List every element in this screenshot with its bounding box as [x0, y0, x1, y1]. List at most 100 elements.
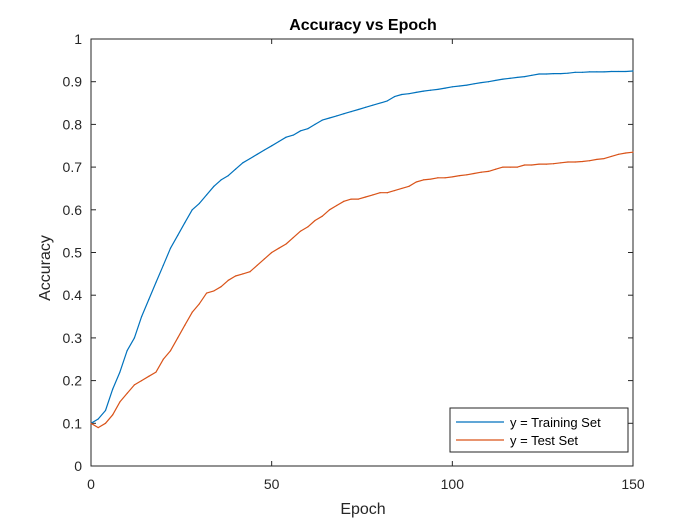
data-point: [177, 234, 179, 237]
data-point: [480, 81, 482, 84]
data-point: [213, 290, 215, 292]
data-point: [292, 134, 294, 136]
data-point: [415, 181, 417, 183]
data-point: [430, 89, 432, 91]
plot-area: 0 50 100 150 0 0.1 0.2 0.3 0.4 0.5 0.6 0.7 0.8 0.9 1: [63, 31, 645, 492]
data-point: [567, 161, 569, 163]
data-point: [198, 303, 200, 305]
data-point: [393, 189, 396, 192]
data-point: [581, 160, 584, 163]
data-point: [509, 166, 511, 168]
y-tick-label: 0.1: [63, 415, 83, 431]
data-point: [321, 119, 323, 121]
data-point: [126, 350, 128, 352]
data-point: [126, 392, 128, 395]
data-point: [379, 192, 381, 194]
data-point: [415, 91, 417, 93]
data-point: [357, 198, 359, 200]
data-point: [458, 85, 461, 87]
data-point: [509, 77, 511, 79]
data-point: [466, 84, 468, 86]
data-point: [372, 194, 374, 196]
data-point: [162, 358, 164, 360]
data-point: [379, 102, 381, 104]
data-point: [104, 422, 107, 424]
y-axis-label: Accuracy: [37, 235, 54, 301]
data-point: [206, 292, 208, 294]
data-point: [408, 93, 410, 95]
data-point: [133, 384, 135, 386]
data-point: [487, 170, 490, 172]
data-point: [386, 100, 388, 102]
data-point: [516, 166, 518, 168]
data-point: [234, 168, 237, 170]
data-point: [119, 371, 121, 373]
data-point: [458, 175, 461, 177]
data-point: [545, 73, 547, 75]
x-tick-label: 50: [264, 476, 280, 492]
data-point: [422, 90, 425, 92]
data-point: [336, 115, 338, 117]
data-point: [307, 226, 309, 228]
legend-box: [449, 407, 629, 453]
chart-title: Accuracy vs Epoch: [289, 17, 437, 34]
data-point: [632, 151, 634, 153]
data-point: [357, 108, 359, 111]
data-point: [155, 281, 157, 283]
data-point: [451, 176, 453, 178]
y-tick-label: 0.9: [63, 74, 83, 90]
data-point: [112, 414, 114, 416]
data-point: [177, 337, 179, 339]
data-point: [422, 179, 425, 181]
data-point: [220, 179, 222, 181]
series-line-2: [90, 151, 634, 429]
y-tick-label: 0.8: [63, 116, 83, 132]
data-point: [256, 153, 258, 155]
data-point: [516, 76, 518, 79]
data-point: [350, 198, 352, 200]
data-point: [480, 171, 482, 173]
data-point: [393, 96, 396, 98]
data-point: [155, 371, 157, 373]
data-point: [169, 247, 172, 249]
data-point: [249, 271, 251, 273]
data-point: [271, 251, 273, 254]
data-point: [249, 157, 251, 160]
data-point: [531, 74, 533, 76]
data-point: [502, 166, 504, 168]
data-point: [451, 86, 453, 88]
data-point: [119, 401, 121, 403]
data-point: [140, 315, 143, 318]
data-point: [343, 113, 345, 115]
data-point: [343, 200, 345, 202]
data-point: [148, 375, 150, 377]
data-point: [596, 71, 598, 73]
axes-box: [90, 38, 634, 467]
data-point: [408, 185, 410, 187]
data-point: [227, 175, 229, 177]
data-point: [589, 71, 591, 73]
data-point: [227, 279, 229, 281]
data-point: [603, 71, 605, 73]
data-point: [524, 164, 526, 166]
data-point: [437, 177, 439, 179]
data-point: [278, 140, 280, 143]
data-point: [531, 164, 533, 166]
data-point: [314, 219, 316, 222]
y-tick-label: 0.7: [63, 159, 83, 175]
y-tick-label: 0.5: [63, 245, 83, 261]
data-point: [610, 155, 612, 158]
data-point: [560, 162, 562, 164]
legend: y = Training Set y = Test Set: [449, 407, 629, 453]
data-point: [184, 222, 186, 224]
data-point: [90, 422, 92, 424]
data-point: [444, 177, 446, 179]
x-tick-label: 0: [87, 476, 95, 492]
data-point: [191, 311, 193, 313]
data-point: [285, 136, 287, 138]
data-point: [552, 163, 555, 165]
data-point: [610, 70, 612, 73]
data-point: [603, 157, 605, 160]
data-point: [213, 185, 215, 187]
